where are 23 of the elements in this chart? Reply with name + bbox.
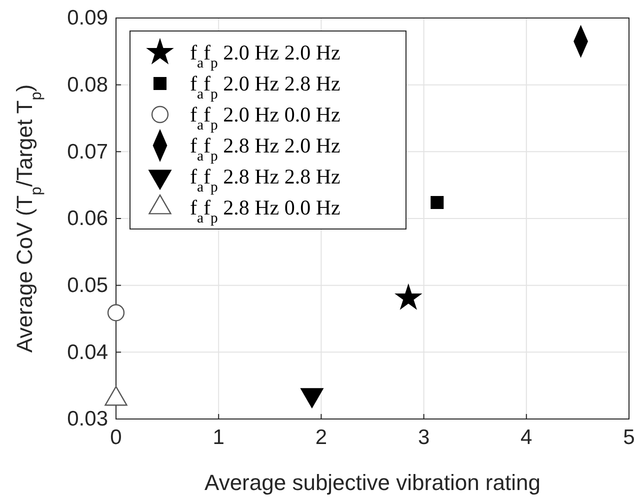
legend-label: f$_{a}$f$_{p}$ 2.8 Hz 0.0 Hz [190, 196, 340, 226]
legend-label: f$_{a}$f$_{p}$ 2.8 Hz 2.8 Hz [190, 164, 340, 196]
y-tick-label: 0.06 [67, 207, 108, 230]
y-tick-label: 0.08 [67, 74, 108, 97]
x-axis-title: Average subjective vibration rating [204, 470, 540, 495]
y-tick-label: 0.03 [67, 408, 108, 431]
x-tick-label: 3 [418, 426, 430, 449]
y-tick-label: 0.05 [67, 274, 108, 298]
point [430, 196, 444, 209]
x-tick-label: 0 [110, 426, 122, 449]
legend-label: f$_{a}$f$_{p}$ 2.0 Hz 2.0 Hz [190, 40, 340, 72]
x-tick-label: 4 [520, 426, 533, 449]
legend-label: f$_{a}$f$_{p}$ 2.0 Hz 2.8 Hz [190, 72, 340, 102]
point [396, 284, 422, 309]
y-tick-label: 0.04 [67, 340, 108, 364]
y-tick-label: 0.09 [67, 6, 108, 30]
y-tick-label: 0.07 [67, 140, 108, 164]
x-tick-label: 5 [623, 426, 634, 449]
x-tick-label: 2 [315, 426, 328, 449]
point [107, 304, 125, 322]
legend-label: f$_{a}$f$_{p}$ 2.0 Hz 0.0 Hz [190, 102, 340, 134]
x-tick-label: 1 [212, 426, 224, 449]
legend-label: f$_{a}$f$_{p}$ 2.8 Hz 2.0 Hz [190, 134, 340, 164]
